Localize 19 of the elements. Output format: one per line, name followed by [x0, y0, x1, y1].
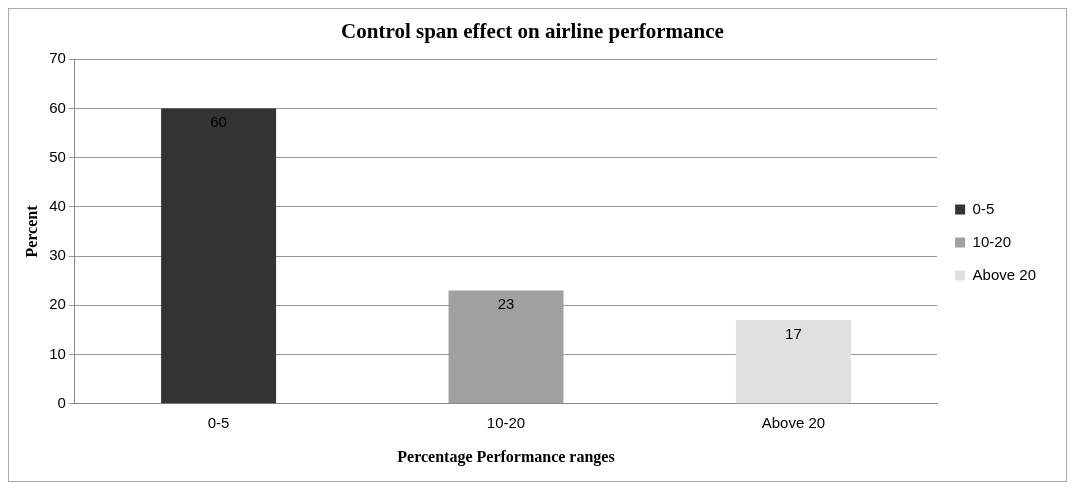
- x-tick-label: 10-20: [486, 413, 526, 431]
- y-tick-label: 60: [49, 98, 66, 116]
- y-tick-label: 50: [49, 147, 66, 165]
- y-tick-label: 70: [49, 49, 66, 67]
- y-tick-label: 0: [57, 393, 66, 411]
- y-tick-label: 10: [49, 344, 66, 362]
- x-tick-label: Above 20: [761, 413, 826, 431]
- data-label: 23: [497, 295, 515, 313]
- x-tick-label: 0-5: [207, 413, 230, 431]
- legend-label: 0-5: [972, 199, 995, 217]
- chart-title: Control span effect on airline performance: [341, 19, 724, 44]
- legend-label: 10-20: [972, 232, 1011, 250]
- legend-label: Above 20: [972, 265, 1037, 283]
- data-label: 17: [785, 324, 802, 342]
- y-tick-label: 20: [49, 295, 66, 313]
- y-axis-title: Percent: [22, 204, 40, 258]
- x-axis-title: Percentage Performance ranges: [397, 447, 615, 466]
- y-tick-label: 30: [49, 246, 66, 264]
- y-tick-label: 40: [49, 197, 66, 215]
